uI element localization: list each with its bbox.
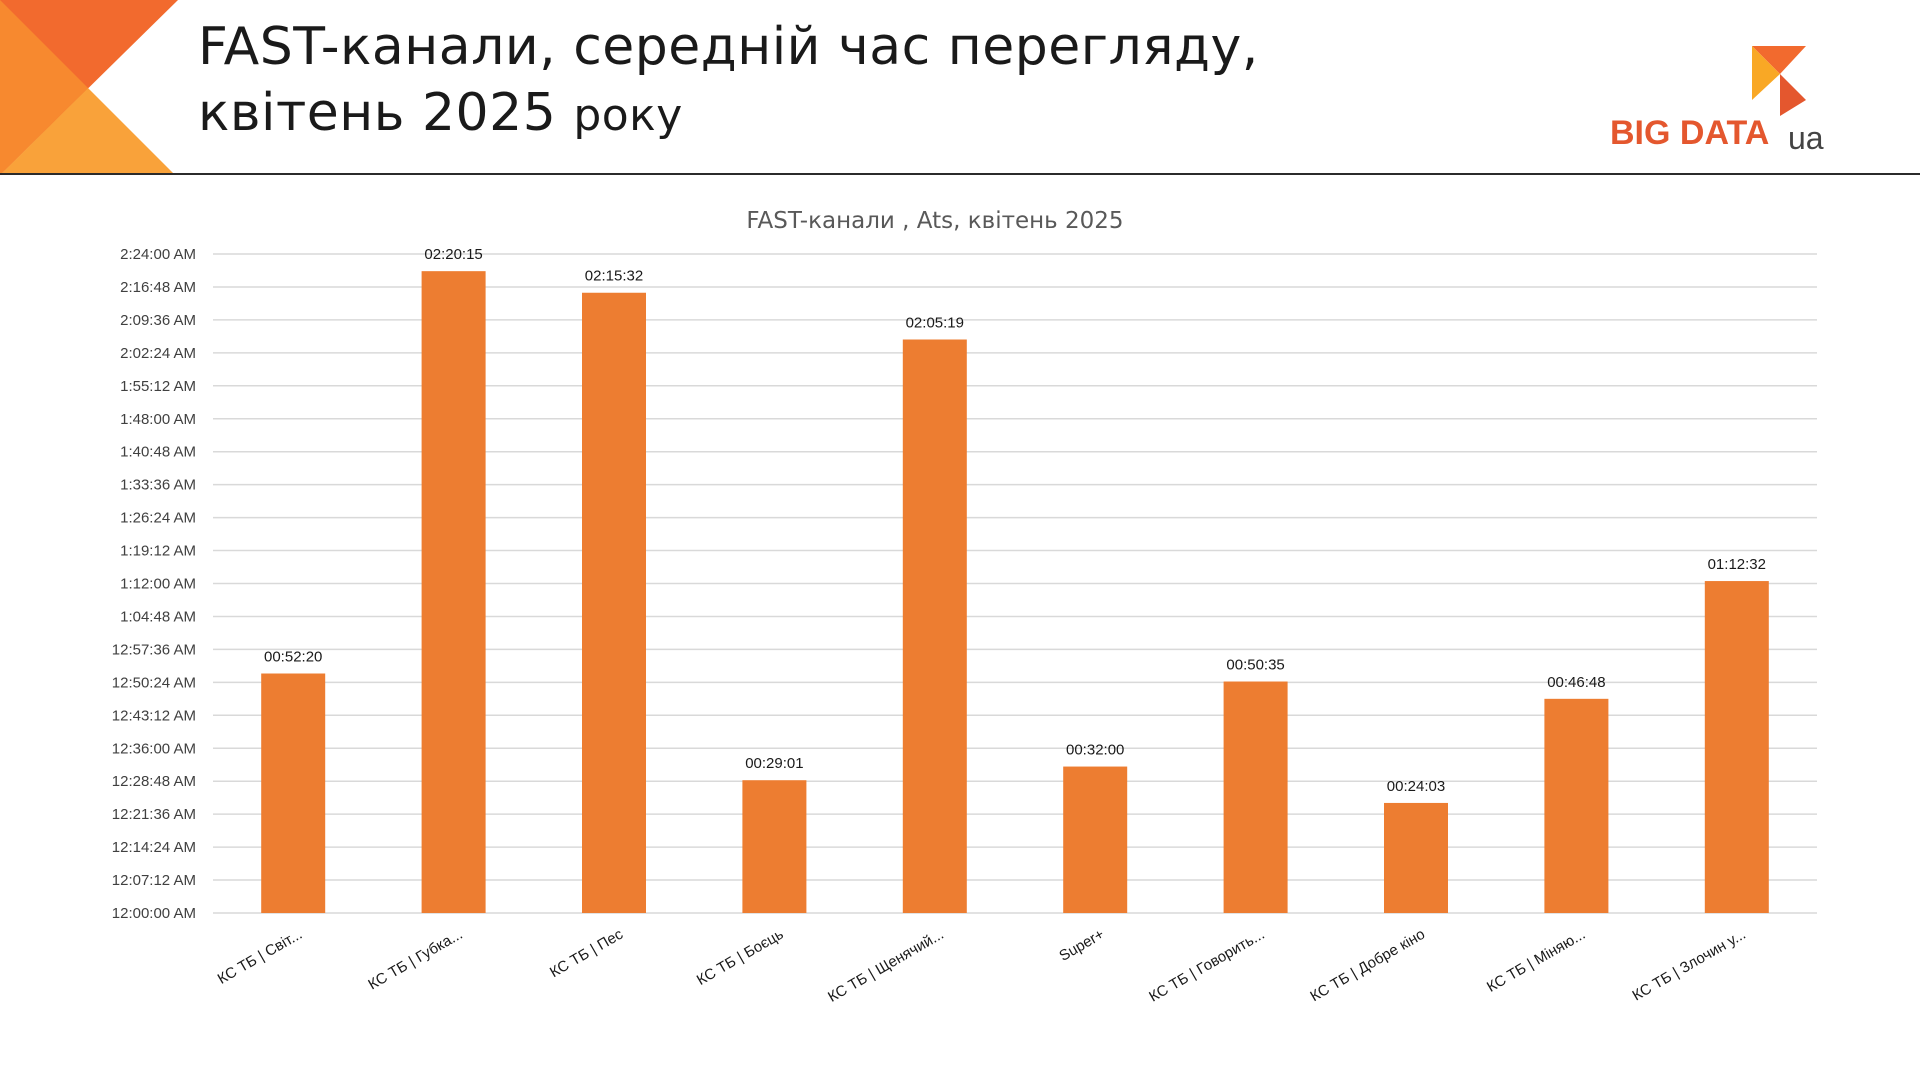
y-tick-label: 12:43:12 AM [112, 707, 196, 724]
x-tick-label: КС ТБ | Говорить... [1146, 926, 1267, 1006]
logo-text: BIG DATA [1610, 114, 1770, 152]
y-tick-label: 12:28:48 AM [112, 773, 196, 790]
y-tick-label: 2:02:24 AM [120, 345, 196, 362]
data-label: 02:20:15 [424, 246, 482, 263]
big-data-ua-logo: BIG DATA ua [1600, 44, 1830, 164]
y-tick-label: 1:40:48 AM [120, 444, 196, 461]
bar [902, 339, 967, 913]
y-tick-label: 1:19:12 AM [120, 543, 196, 560]
y-tick-label: 1:26:24 AM [120, 510, 196, 527]
page-title-line2: квітень 2025 [198, 83, 557, 143]
corner-decoration [0, 0, 178, 175]
data-label: 00:46:48 [1547, 674, 1605, 691]
y-tick-label: 12:00:00 AM [112, 905, 196, 922]
y-tick-label: 2:24:00 AM [120, 246, 196, 263]
y-tick-label: 12:57:36 AM [112, 641, 196, 658]
y-tick-label: 2:09:36 AM [120, 312, 196, 329]
data-label: 00:50:35 [1226, 657, 1284, 674]
data-label: 00:24:03 [1387, 778, 1445, 795]
page-title-line2-suffix: року [573, 90, 683, 141]
y-tick-label: 1:12:00 AM [120, 576, 196, 593]
bar [1384, 802, 1448, 913]
logo-mark-icon [1752, 46, 1806, 116]
corner-triangle-mid [0, 0, 88, 175]
y-tick-label: 12:21:36 AM [112, 806, 196, 823]
bar [1223, 681, 1288, 913]
y-tick-label: 12:50:24 AM [112, 674, 196, 691]
bar [1544, 698, 1609, 913]
y-tick-label: 12:14:24 AM [112, 839, 196, 856]
data-label: 02:05:19 [906, 315, 964, 332]
y-tick-label: 1:55:12 AM [120, 378, 196, 395]
data-label: 02:15:32 [585, 268, 643, 285]
bar-chart: FAST-канали , Ats, квітень 2025 12:00:00… [112, 208, 1817, 1006]
x-tick-label: КС ТБ | Міняю... [1484, 926, 1588, 996]
bar [421, 271, 486, 913]
y-tick-label: 1:04:48 AM [120, 608, 196, 625]
x-tick-label: КС ТБ | Світ... [215, 926, 305, 988]
x-axis-ticks: КС ТБ | Світ... КС ТБ | Губка... КС ТБ | П… [215, 925, 1749, 1005]
bar [1704, 581, 1769, 913]
bar [742, 780, 807, 913]
x-tick-label: КС ТБ | Щенячий... [825, 926, 947, 1006]
bar [1063, 766, 1128, 913]
data-labels: 00:52:20 02:20:15 02:15:32 00:29:01 02:05:19… [264, 246, 1766, 795]
x-tick-label: КС ТБ | Злочин у... [1629, 926, 1748, 1005]
data-label: 00:29:01 [745, 755, 803, 772]
bars [261, 271, 1769, 913]
y-tick-label: 2:16:48 AM [120, 279, 196, 296]
x-tick-label: КС ТБ | Добре кіно [1307, 926, 1428, 1005]
y-axis-ticks: 12:00:00 AM 12:07:12 AM 12:14:24 AM 12:21:3… [112, 246, 196, 922]
y-tick-label: 12:36:00 AM [112, 740, 196, 757]
data-label: 00:52:20 [264, 649, 322, 666]
x-tick-label: КС ТБ | Губка... [365, 926, 465, 994]
corner-triangle-light [0, 88, 175, 175]
logo-suffix: ua [1788, 120, 1824, 156]
data-label: 00:32:00 [1066, 742, 1124, 759]
page-title: FAST-канали, середній час перегляду, кві… [198, 14, 1259, 149]
bar [261, 673, 326, 913]
data-label: 01:12:32 [1708, 556, 1766, 573]
x-tick-label: КС ТБ | Пес [547, 925, 626, 981]
y-tick-label: 1:48:00 AM [120, 411, 196, 428]
page-title-line1: FAST-канали, середній час перегляду, [198, 17, 1259, 77]
y-tick-label: 12:07:12 AM [112, 872, 196, 889]
chart-title: FAST-канали , Ats, квітень 2025 [746, 208, 1123, 234]
y-tick-label: 1:33:36 AM [120, 477, 196, 494]
bar [582, 292, 646, 913]
x-tick-label: Super+ [1056, 926, 1107, 965]
x-tick-label: КС ТБ | Боєць [694, 926, 787, 989]
header-divider [0, 173, 1920, 175]
